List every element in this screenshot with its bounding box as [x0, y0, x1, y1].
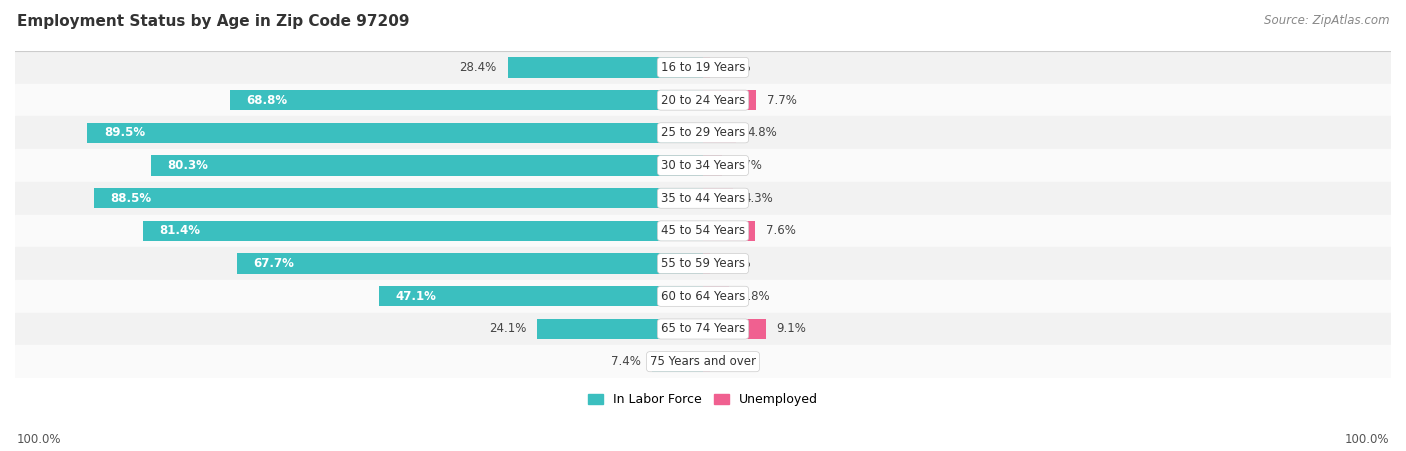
Bar	[652, 351, 703, 372]
Text: 2.7%: 2.7%	[733, 159, 762, 172]
Bar	[15, 345, 1391, 378]
Bar	[229, 90, 703, 110]
Bar	[703, 57, 710, 78]
Bar	[15, 215, 1391, 247]
Bar	[15, 84, 1391, 116]
Bar	[15, 313, 1391, 345]
Text: 80.3%: 80.3%	[167, 159, 208, 172]
Bar	[703, 90, 756, 110]
Text: 0.0%: 0.0%	[721, 61, 751, 74]
Bar	[703, 319, 766, 339]
Text: 81.4%: 81.4%	[159, 225, 201, 237]
Bar	[703, 123, 735, 143]
Text: 67.7%: 67.7%	[253, 257, 295, 270]
Text: 0.0%: 0.0%	[721, 355, 751, 368]
Text: 89.5%: 89.5%	[104, 126, 145, 139]
Text: 88.5%: 88.5%	[111, 192, 152, 205]
Bar	[15, 116, 1391, 149]
Text: 25 to 29 Years: 25 to 29 Years	[661, 126, 745, 139]
Bar	[15, 51, 1391, 84]
Bar	[703, 286, 730, 306]
Text: 65 to 74 Years: 65 to 74 Years	[661, 322, 745, 336]
Text: 75 Years and over: 75 Years and over	[650, 355, 756, 368]
Bar	[703, 351, 710, 372]
Text: 100.0%: 100.0%	[17, 433, 62, 446]
Legend: In Labor Force, Unemployed: In Labor Force, Unemployed	[583, 388, 823, 411]
Text: 30 to 34 Years: 30 to 34 Years	[661, 159, 745, 172]
Text: 24.1%: 24.1%	[489, 322, 526, 336]
Bar	[380, 286, 703, 306]
Text: 7.4%: 7.4%	[612, 355, 641, 368]
Text: 60 to 64 Years: 60 to 64 Years	[661, 290, 745, 303]
Bar	[87, 123, 703, 143]
Text: 3.8%: 3.8%	[740, 290, 769, 303]
Bar	[150, 156, 703, 175]
Text: Source: ZipAtlas.com: Source: ZipAtlas.com	[1264, 14, 1389, 27]
Bar	[537, 319, 703, 339]
Bar	[703, 156, 721, 175]
Bar	[703, 188, 733, 208]
Bar	[15, 182, 1391, 215]
Text: 55 to 59 Years: 55 to 59 Years	[661, 257, 745, 270]
Text: 68.8%: 68.8%	[246, 94, 287, 106]
Bar	[15, 149, 1391, 182]
Text: 47.1%: 47.1%	[395, 290, 436, 303]
Text: 35 to 44 Years: 35 to 44 Years	[661, 192, 745, 205]
Text: 9.1%: 9.1%	[776, 322, 807, 336]
Text: Employment Status by Age in Zip Code 97209: Employment Status by Age in Zip Code 972…	[17, 14, 409, 28]
Text: 0.0%: 0.0%	[721, 257, 751, 270]
Bar	[703, 253, 710, 274]
Bar	[508, 57, 703, 78]
Bar	[94, 188, 703, 208]
Bar	[238, 253, 703, 274]
Bar	[703, 221, 755, 241]
Bar	[15, 247, 1391, 280]
Text: 20 to 24 Years: 20 to 24 Years	[661, 94, 745, 106]
Text: 7.6%: 7.6%	[766, 225, 796, 237]
Bar	[15, 280, 1391, 313]
Bar	[143, 221, 703, 241]
Text: 28.4%: 28.4%	[460, 61, 496, 74]
Text: 16 to 19 Years: 16 to 19 Years	[661, 61, 745, 74]
Text: 45 to 54 Years: 45 to 54 Years	[661, 225, 745, 237]
Text: 100.0%: 100.0%	[1344, 433, 1389, 446]
Text: 4.8%: 4.8%	[747, 126, 776, 139]
Text: 4.3%: 4.3%	[744, 192, 773, 205]
Text: 7.7%: 7.7%	[768, 94, 797, 106]
